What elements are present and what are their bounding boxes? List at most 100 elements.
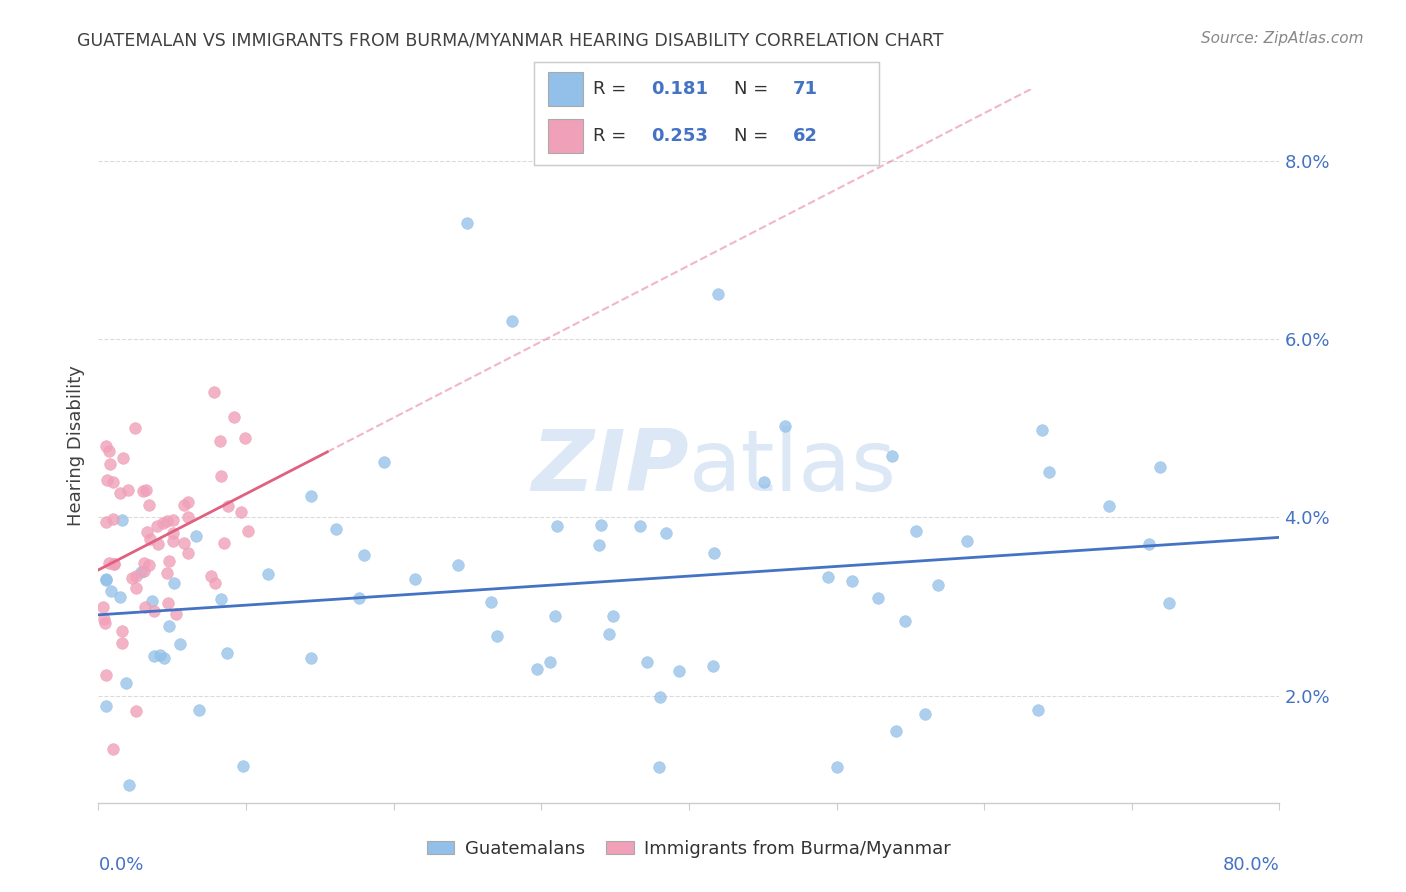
Point xyxy=(1137,537,1160,551)
Point xyxy=(143,648,166,663)
Point xyxy=(103,557,125,571)
Point xyxy=(209,591,232,606)
Point xyxy=(1098,499,1121,513)
Point xyxy=(217,499,239,513)
Point xyxy=(94,699,117,714)
Point xyxy=(103,742,125,756)
Point xyxy=(914,706,936,721)
Point xyxy=(325,522,347,536)
Point xyxy=(124,421,146,435)
Point xyxy=(111,450,134,465)
Point xyxy=(132,483,155,498)
Point xyxy=(817,570,839,584)
Point xyxy=(149,648,172,663)
Point xyxy=(94,572,117,586)
Point xyxy=(481,594,503,608)
Text: 71: 71 xyxy=(793,79,818,97)
Point xyxy=(117,778,139,792)
Point xyxy=(544,609,567,624)
Point xyxy=(485,629,508,643)
Point xyxy=(142,604,165,618)
Point xyxy=(825,760,848,774)
Point xyxy=(668,664,690,678)
Point xyxy=(217,646,239,660)
Text: 0.0%: 0.0% xyxy=(98,856,143,874)
Text: ZIP: ZIP xyxy=(531,425,689,509)
Point xyxy=(1159,596,1181,610)
Point xyxy=(121,571,143,585)
Point xyxy=(353,549,375,563)
Point xyxy=(212,536,235,550)
Point xyxy=(636,655,658,669)
Text: N =: N = xyxy=(734,127,775,145)
Point xyxy=(602,608,624,623)
Point xyxy=(94,515,117,529)
Point xyxy=(125,569,148,583)
Point xyxy=(209,434,232,448)
Point xyxy=(125,704,148,718)
Point xyxy=(628,518,651,533)
Point xyxy=(138,499,160,513)
Point xyxy=(446,558,468,572)
Point xyxy=(186,529,208,543)
Point xyxy=(125,581,148,595)
Point xyxy=(299,489,322,503)
Point xyxy=(156,566,179,580)
Point xyxy=(232,759,254,773)
Point xyxy=(884,724,907,739)
Point xyxy=(134,599,156,614)
Text: 0.181: 0.181 xyxy=(651,79,709,97)
Point xyxy=(1031,423,1053,437)
Point xyxy=(457,216,479,230)
Point xyxy=(256,567,278,582)
Text: Source: ZipAtlas.com: Source: ZipAtlas.com xyxy=(1201,31,1364,46)
Point xyxy=(546,519,568,533)
Point xyxy=(94,668,117,682)
Point xyxy=(209,468,232,483)
Point xyxy=(955,534,977,549)
Point xyxy=(108,591,131,605)
Point xyxy=(176,510,198,524)
Point xyxy=(204,385,226,400)
Point xyxy=(176,495,198,509)
Point xyxy=(129,566,152,580)
Point xyxy=(156,515,179,529)
Point xyxy=(117,483,139,497)
Point xyxy=(650,690,672,704)
Point xyxy=(162,534,184,549)
Text: 0.253: 0.253 xyxy=(651,127,709,145)
Point xyxy=(501,314,523,328)
Point xyxy=(598,626,620,640)
Point xyxy=(111,636,134,650)
Text: GUATEMALAN VS IMMIGRANTS FROM BURMA/MYANMAR HEARING DISABILITY CORRELATION CHART: GUATEMALAN VS IMMIGRANTS FROM BURMA/MYAN… xyxy=(77,31,943,49)
Point xyxy=(169,637,191,651)
Point xyxy=(115,676,138,690)
Point xyxy=(373,455,395,469)
Point xyxy=(94,616,117,631)
Point xyxy=(404,572,426,586)
Point xyxy=(1026,703,1049,717)
Point xyxy=(152,516,174,530)
Point xyxy=(157,619,180,633)
Point xyxy=(132,565,155,579)
Point xyxy=(138,558,160,573)
Point xyxy=(654,525,676,540)
Point xyxy=(752,475,775,489)
Point xyxy=(98,457,121,471)
Point xyxy=(702,659,724,673)
Bar xyxy=(548,119,582,153)
Text: N =: N = xyxy=(734,79,775,97)
Point xyxy=(222,410,245,425)
Point xyxy=(773,419,796,434)
Point xyxy=(904,524,927,538)
Point xyxy=(163,576,186,591)
Point xyxy=(841,574,863,588)
Point xyxy=(707,287,730,301)
Point xyxy=(173,535,195,549)
Point xyxy=(165,607,187,621)
Point xyxy=(589,517,612,532)
Point xyxy=(94,574,117,588)
Text: R =: R = xyxy=(593,79,631,97)
Point xyxy=(162,513,184,527)
Point xyxy=(231,505,253,519)
